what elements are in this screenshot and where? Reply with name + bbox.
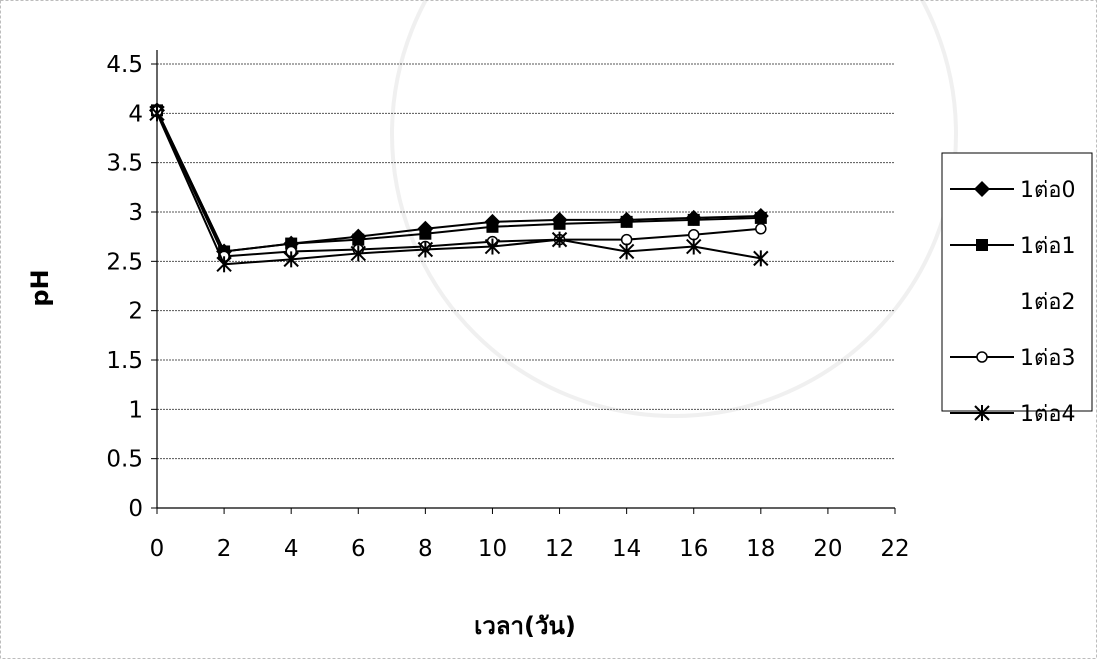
- data-point-square: [620, 215, 633, 228]
- series-line: [156, 112, 761, 266]
- x-tick-label: 10: [478, 536, 507, 562]
- y-tick-label: 1: [128, 397, 143, 423]
- legend-label: 1ต่อ4: [1020, 402, 1076, 427]
- legend-label: 1ต่อ2: [1020, 290, 1076, 315]
- data-point-star: [753, 250, 769, 267]
- data-point-square: [687, 213, 700, 226]
- x-tick-label: 8: [418, 536, 433, 562]
- series-line: [157, 110, 761, 253]
- x-tick-label: 4: [284, 536, 299, 562]
- x-tick-label: 14: [612, 536, 641, 562]
- series-3: [151, 105, 767, 263]
- y-tick-label: 1.5: [106, 348, 143, 374]
- data-point-star: [618, 243, 635, 260]
- series-4: [149, 105, 769, 273]
- legend-item: 1ต่อ1: [950, 234, 1076, 259]
- data-point-star: [417, 241, 434, 258]
- data-point-star: [686, 238, 702, 255]
- data-point-circle: [976, 351, 988, 363]
- axes: [151, 50, 896, 514]
- x-tick-label: 12: [545, 536, 574, 562]
- x-tick-label: 6: [351, 536, 366, 562]
- data-point-circle: [755, 223, 767, 235]
- x-tick-label: 2: [217, 536, 232, 562]
- y-tick-label: 2: [128, 299, 143, 325]
- y-tick-label: 4.5: [106, 52, 143, 78]
- data-point-square: [486, 220, 499, 233]
- legend-label: 1ต่อ0: [1020, 178, 1076, 203]
- legend-box: [941, 152, 1093, 412]
- series-group: [149, 102, 769, 273]
- y-tick-label: 2.5: [106, 249, 143, 275]
- data-point-star: [216, 256, 232, 273]
- series-line: [156, 109, 761, 253]
- x-tick-label: 22: [880, 536, 909, 562]
- legend-item: 1ต่อ0: [950, 178, 1076, 203]
- series-1: [151, 104, 767, 258]
- grid-lines: [157, 63, 895, 460]
- legend: 1ต่อ0 1ต่อ1 1ต่อ2 1ต่อ3 1ต่อ4: [941, 152, 1093, 427]
- data-point-square: [553, 217, 566, 230]
- legend-item: 1ต่อ3: [950, 346, 1076, 371]
- tick-labels: 0 0.5 1 1.5 2 2.5 3 3.5 4 4.5 0 2 4 6 8 10 12 14 16 18 20 22: [106, 52, 909, 562]
- x-axis-title: เวลา(วัน): [474, 612, 576, 640]
- x-tick-label: 16: [679, 536, 708, 562]
- y-axis-title: pH: [26, 269, 54, 306]
- y-tick-label: 4: [128, 101, 143, 127]
- legend-item: 1ต่อ4: [950, 402, 1076, 427]
- data-point-circle: [687, 228, 700, 241]
- data-point-square: [352, 233, 365, 246]
- data-point-star: [283, 251, 299, 268]
- data-point-star: [350, 245, 366, 262]
- legend-label: 1ต่อ3: [1020, 346, 1076, 371]
- data-point-star: [974, 405, 990, 421]
- data-point-square: [754, 211, 767, 224]
- data-point-star: [551, 231, 568, 248]
- legend-item: 1ต่อ2: [1020, 290, 1076, 315]
- legend-label: 1ต่อ1: [1020, 234, 1076, 259]
- x-tick-label: 0: [150, 536, 165, 562]
- y-tick-label: 0.5: [106, 447, 143, 473]
- data-point-diamond: [974, 181, 990, 197]
- data-point-circle: [620, 233, 633, 246]
- x-tick-label: 20: [813, 536, 842, 562]
- y-tick-label: 3: [128, 200, 143, 226]
- data-point-star: [149, 105, 165, 122]
- data-point-square: [976, 239, 988, 251]
- y-tick-label: 3.5: [106, 151, 143, 177]
- y-tick-label: 0: [128, 496, 143, 522]
- data-point-star: [484, 238, 501, 255]
- data-point-square: [419, 227, 432, 240]
- x-tick-label: 18: [746, 536, 775, 562]
- series-line: [156, 110, 761, 258]
- series-2: [157, 110, 761, 253]
